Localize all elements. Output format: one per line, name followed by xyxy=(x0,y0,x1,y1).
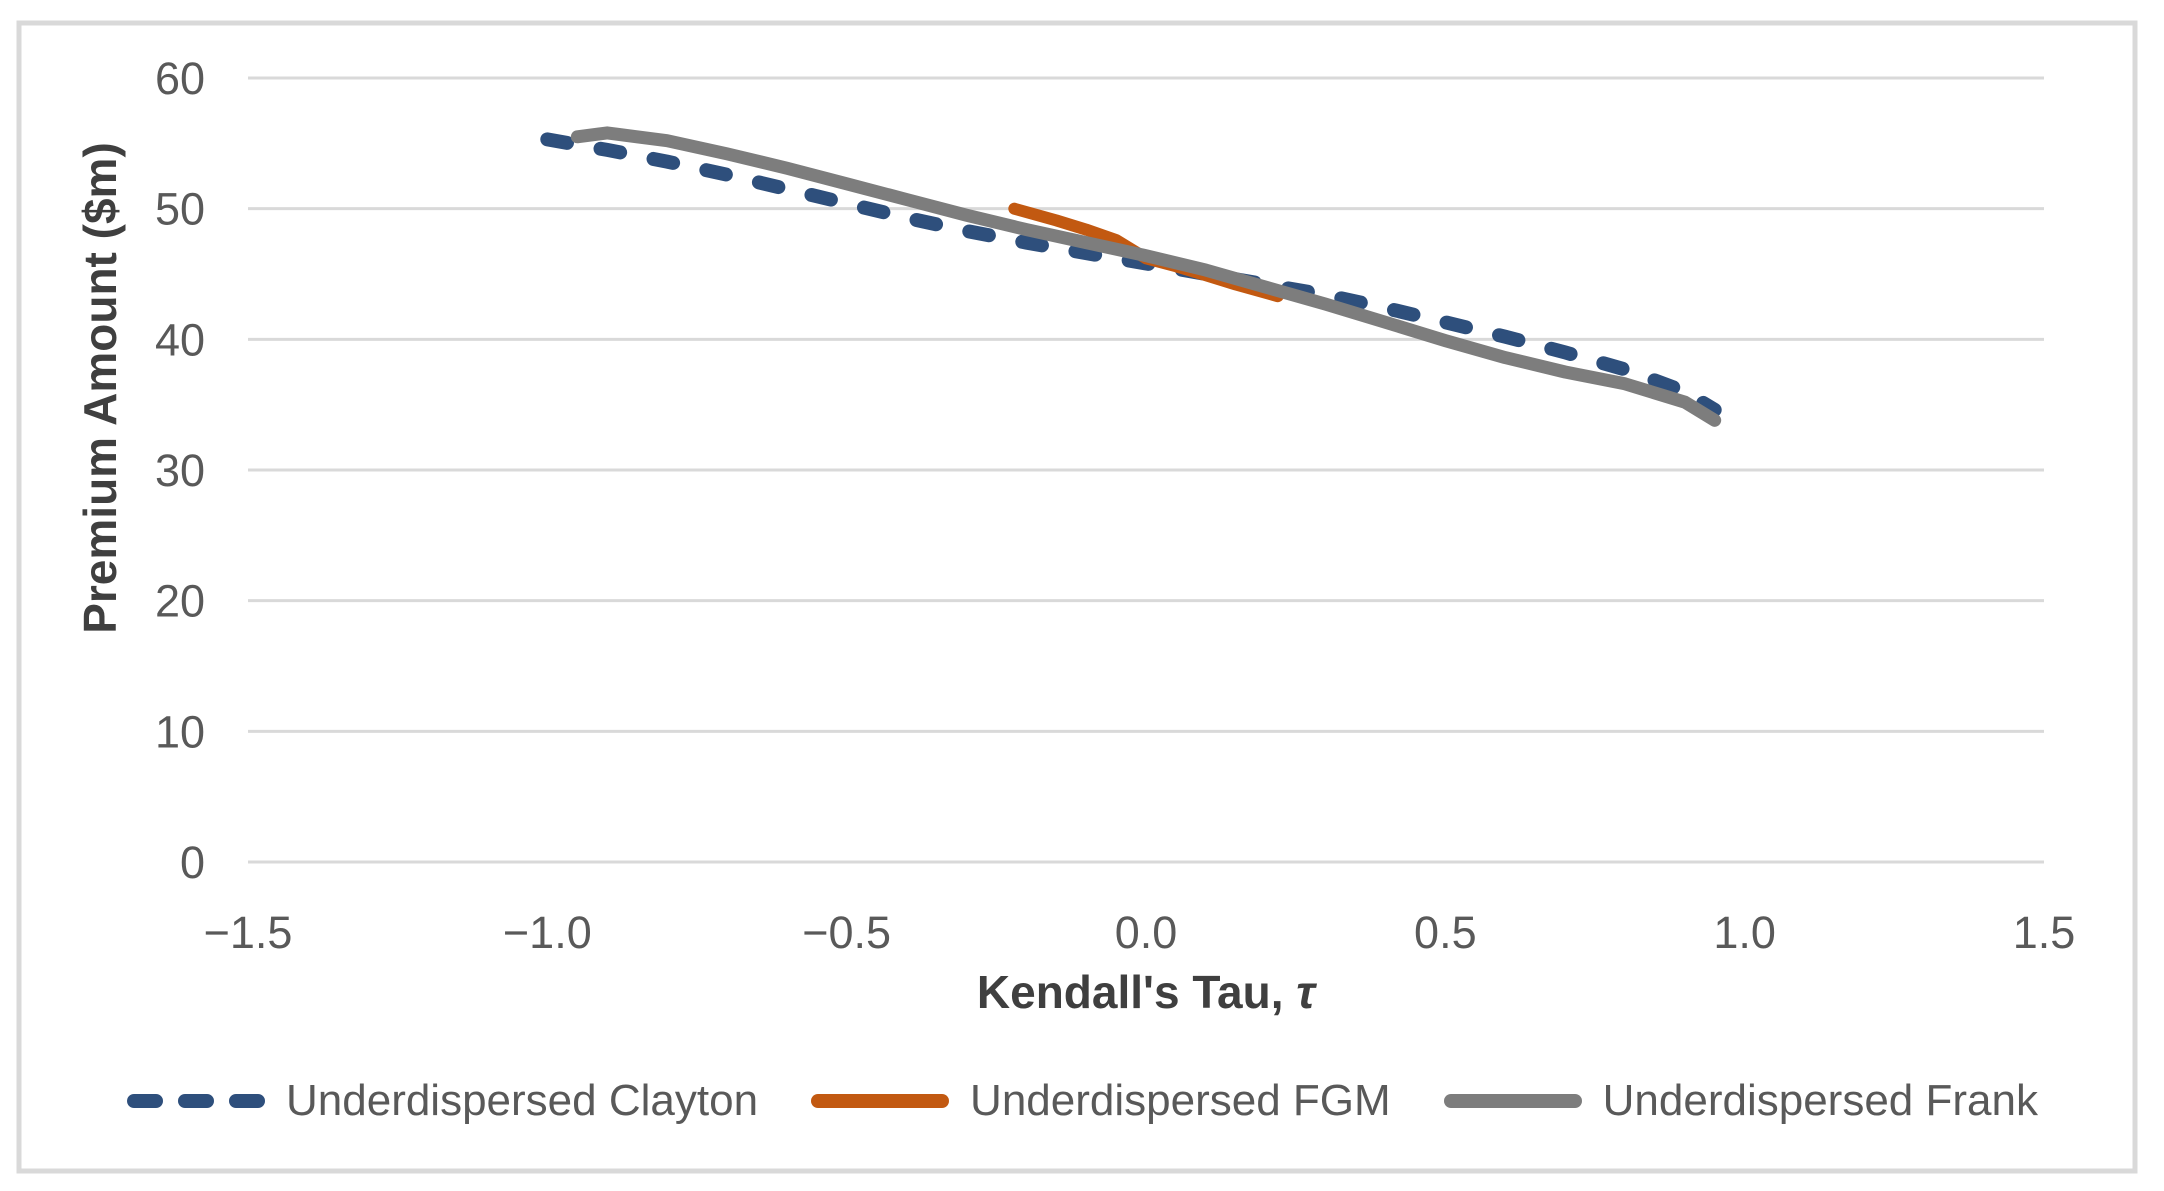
legend-solid-line-icon xyxy=(1443,1094,1582,1108)
legend-item-underdispersed-frank: Underdispersed Frank xyxy=(1443,1076,2038,1126)
x-tick-label: −1.5 xyxy=(204,907,293,958)
x-tick-label: 0.0 xyxy=(1115,907,1178,958)
y-tick-label: 30 xyxy=(155,445,205,496)
legend-item-underdispersed-fgm: Underdispersed FGM xyxy=(810,1076,1391,1126)
x-axis-title: Kendall's Tau, τ xyxy=(977,966,1317,1018)
x-tick-label: 0.5 xyxy=(1414,907,1477,958)
legend-dashed-line-icon xyxy=(127,1094,265,1108)
legend-label: Underdispersed Clayton xyxy=(286,1076,759,1125)
series-line-underdispersed-frank xyxy=(570,126,1722,427)
y-tick-label: 10 xyxy=(155,706,205,757)
y-tick-label: 40 xyxy=(155,314,205,365)
y-axis-title: Premium Amount ($m) xyxy=(74,142,126,634)
legend-solid-line-icon xyxy=(811,1094,950,1108)
x-tick-label: −0.5 xyxy=(802,907,891,958)
legend-item-underdispersed-clayton: Underdispersed Clayton xyxy=(126,1076,758,1126)
y-tick-label: 50 xyxy=(155,184,205,235)
y-tick-label: 60 xyxy=(155,53,205,104)
x-tick-label: 1.5 xyxy=(2013,907,2076,958)
y-tick-label: 0 xyxy=(180,837,205,888)
x-tick-label: −1.0 xyxy=(503,907,592,958)
legend-label: Underdispersed FGM xyxy=(970,1076,1391,1125)
y-tick-label: 20 xyxy=(155,576,205,627)
chart-legend: Underdispersed Clayton Underdispersed FGM… xyxy=(0,1076,2164,1126)
figure-border xyxy=(16,20,2138,1174)
legend-label: Underdispersed Frank xyxy=(1602,1076,2038,1125)
x-tick-label: 1.0 xyxy=(1713,907,1776,958)
